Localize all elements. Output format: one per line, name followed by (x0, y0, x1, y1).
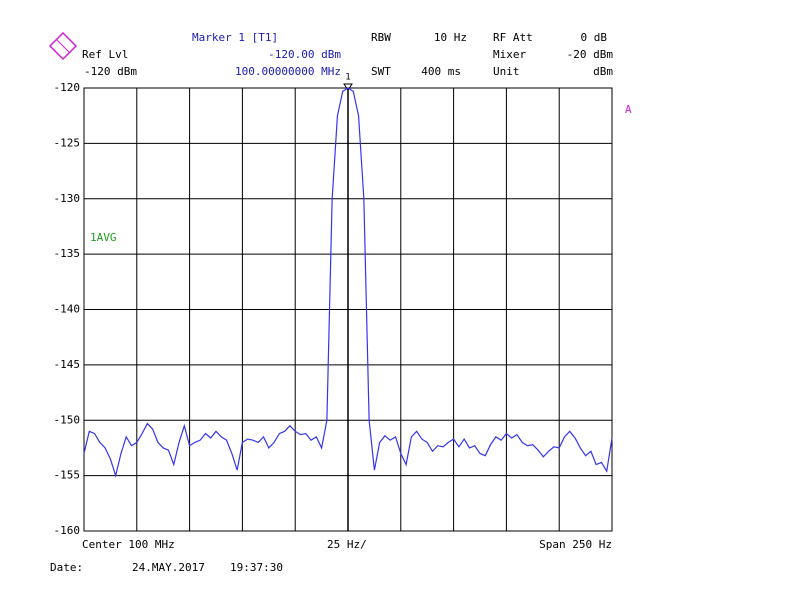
date-label: Date: (50, 561, 83, 574)
time: 19:37:30 (230, 561, 283, 574)
logo-diamond (48, 31, 78, 61)
unit-label: Unit (493, 65, 520, 78)
y-tick-label: -155 (54, 469, 81, 482)
ref-level: -120 dBm (84, 65, 137, 78)
ref-level-label: Ref Lvl (82, 48, 128, 61)
marker-triangle (343, 83, 353, 91)
swt: 400 ms (421, 65, 461, 78)
rbw: 10 Hz (434, 31, 467, 44)
logo-line (55, 38, 71, 54)
trace-label: A (625, 103, 632, 116)
swt-label: SWT (371, 65, 391, 78)
marker-frequency: 100.00000000 MHz (235, 65, 341, 78)
mixer-label: Mixer (493, 48, 526, 61)
y-tick-label: -125 (54, 136, 81, 149)
y-tick-label: -120 (54, 81, 81, 94)
trace (83, 87, 613, 478)
marker-level: -120.00 dBm (268, 48, 341, 61)
rf-att-label: RF Att (493, 31, 533, 44)
y-tick-label: -150 (54, 413, 81, 426)
rbw-label: RBW (371, 31, 391, 44)
marker-title: Marker 1 [T1] (192, 31, 278, 44)
marker-number: 1 (345, 73, 350, 83)
per-division: 25 Hz/ (327, 538, 367, 551)
y-tick-label: -140 (54, 303, 81, 316)
y-tick-label: -160 (54, 524, 81, 537)
mixer: -20 dBm (567, 48, 614, 61)
rf-att: 0 dB (581, 31, 608, 44)
y-tick-label: -145 (54, 358, 81, 371)
center-frequency: Center 100 MHz (82, 538, 175, 551)
logo (48, 31, 78, 61)
trace-mode: 1AVG (90, 231, 117, 244)
y-tick-label: -130 (54, 192, 81, 205)
y-tick-label: -135 (54, 247, 81, 260)
date: 24.MAY.2017 (132, 561, 205, 574)
span: Span 250 Hz (539, 538, 612, 551)
unit: dBm (593, 65, 613, 78)
